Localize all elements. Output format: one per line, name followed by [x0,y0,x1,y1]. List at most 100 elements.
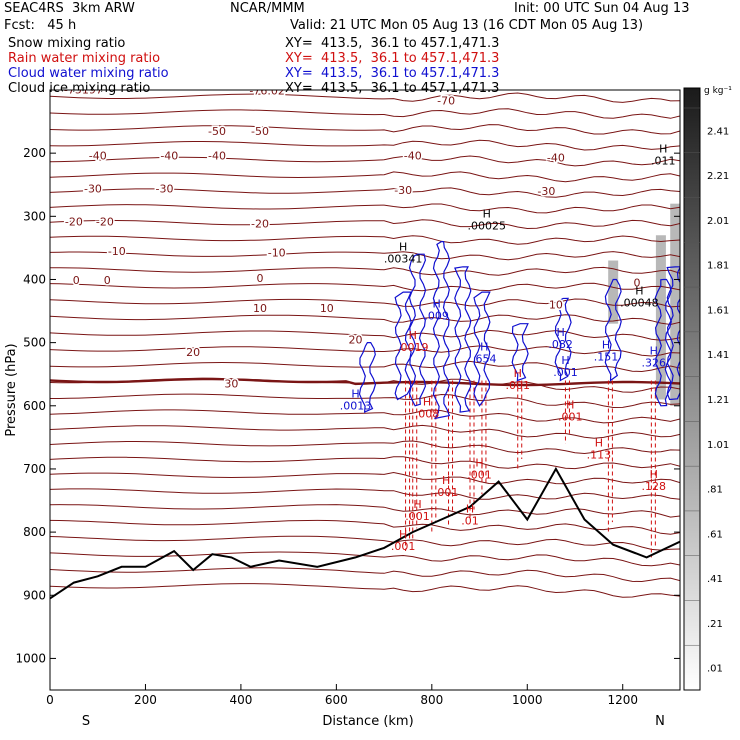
colorbar-label-4: 1.61 [707,305,729,316]
isotherm-10 [50,251,680,261]
annotation-7: .082 [548,338,573,351]
annotation-h-marker-20: H [399,528,407,541]
cloud-water-column-6 [511,323,529,382]
annotation-14: .113 [587,448,612,461]
contour-label-13: -30 [537,185,555,198]
isotherm-22 [50,440,680,455]
contour-label-21: 0 [257,272,264,285]
annotation-h-marker-21: H [466,503,474,516]
contour-label-17: -10 [108,245,126,258]
annotation-1: .00341 [384,253,423,266]
annotation-9: .001 [558,410,583,423]
isotherm-0 [50,92,680,103]
colorbar-label-3: 1.81 [707,261,729,272]
y-tick-label-4: 600 [23,399,46,413]
contour-label-1: -76.02 [249,85,284,98]
contour-label-14: -20 [65,215,83,228]
annotation-20: .001 [391,540,416,553]
isotherm-30 [50,567,680,583]
annotation-h-marker-5: H [480,340,488,353]
isotherm-2 [50,124,680,135]
isotherm-17 [50,360,680,373]
isotherm-9 [50,235,680,245]
contour-label-18: -10 [268,246,286,259]
cloud-water-column-7 [554,297,572,382]
direction-south-label: S [82,714,90,729]
field-label-cloud-ice: Cloud ice mixing ratio [8,81,151,96]
field-xy-cloud-ice: XY= 413.5, 36.1 to 457.1,471.3 [285,81,500,96]
y-axis-label: Pressure (hPa) [4,343,19,436]
isotherm-6 [50,187,680,198]
colorbar-label-6: 1.21 [707,395,729,406]
isotherm-26 [50,504,680,518]
x-axis-label: Distance (km) [322,714,413,729]
colorbar-label-10: .41 [707,574,723,585]
annotation-16: .008 [415,407,440,420]
contour-label-2: -70 [437,95,455,108]
cloud-water-column-10 [666,266,680,401]
annotation-h-marker-9: H [566,398,574,411]
annotation-13: .326 [642,357,667,370]
colorbar-label-8: .81 [707,485,723,496]
colorbar-label-0: 2.41 [707,126,729,137]
colorbar-label-5: 1.41 [707,350,729,361]
contour-label-7: -40 [208,150,226,163]
y-tick-label-2: 400 [23,272,46,286]
contour-label-23: 10 [549,299,563,312]
annotation-21: .01 [461,515,479,528]
isotherm-29 [50,551,680,567]
isotherm-31 [50,583,680,598]
isotherm-19 [50,393,680,409]
colorbar-label-2: 2.01 [707,216,729,227]
contour-label-19: 0 [73,274,80,287]
field-xy-cloud-water: XY= 413.5, 36.1 to 457.1,471.3 [285,66,500,81]
contour-label-26: 20 [348,333,362,346]
annotation-h-marker-0: H [351,388,359,401]
x-tick-label-1: 200 [134,693,157,707]
field-label-snow: Snow mixing ratio [8,36,126,51]
cloud-water-column-9 [654,278,672,407]
plot-frame [49,89,681,691]
colorbar-unit: g kg⁻¹ [704,86,732,96]
x-tick-label-2: 400 [229,693,252,707]
contour-label-6: -40 [160,150,178,163]
isotherm-5 [50,171,680,183]
contour-label-4: -50 [251,125,269,138]
isotherm-21 [50,424,680,439]
y-tick-label-3: 500 [23,336,46,350]
isotherm-3 [50,139,680,151]
y-tick-label-1: 300 [23,209,46,223]
annotation-h-marker-6: H [514,367,522,380]
freezing-level-line [50,377,680,387]
annotation-12: .011 [651,155,676,168]
direction-north-label: N [655,714,665,729]
contour-label-22: 0 [634,277,641,290]
cloud-water-column-4 [454,266,472,413]
x-tick-label-3: 600 [325,693,348,707]
cloud-water-column-1 [394,291,412,401]
contour-label-8: -40 [404,150,422,163]
annotation-h-marker-4: H [409,329,417,342]
contour-label-20: 0 [104,274,111,287]
colorbar-bar [683,87,701,691]
colorbar-label-7: 1.01 [707,440,729,451]
annotation-h-marker-16: H [423,395,431,408]
annotation-h-marker-8: H [561,354,569,367]
field-label-rain: Rain water mixing ratio [8,51,161,66]
annotation-h-marker-18: H [475,457,483,470]
annotation-0: .0013 [340,400,372,413]
cloud-water-column-5 [473,291,491,407]
field-xy-rain: XY= 413.5, 36.1 to 457.1,471.3 [285,51,500,66]
model-title: SEAC4RS 3km ARW [4,1,135,16]
contour-label-15: -20 [96,215,114,228]
colorbar-label-12: .01 [707,664,723,675]
annotation-17: .001 [434,486,459,499]
isotherm-12 [50,282,680,292]
x-tick-label-4: 800 [420,693,443,707]
y-tick-label-6: 800 [23,525,46,539]
contour-label-12: -30 [394,184,412,197]
y-tick-label-0: 200 [23,146,46,160]
isotherm-14 [50,314,680,326]
cloud-water-column-8 [604,278,622,382]
terrain-line [50,466,680,600]
